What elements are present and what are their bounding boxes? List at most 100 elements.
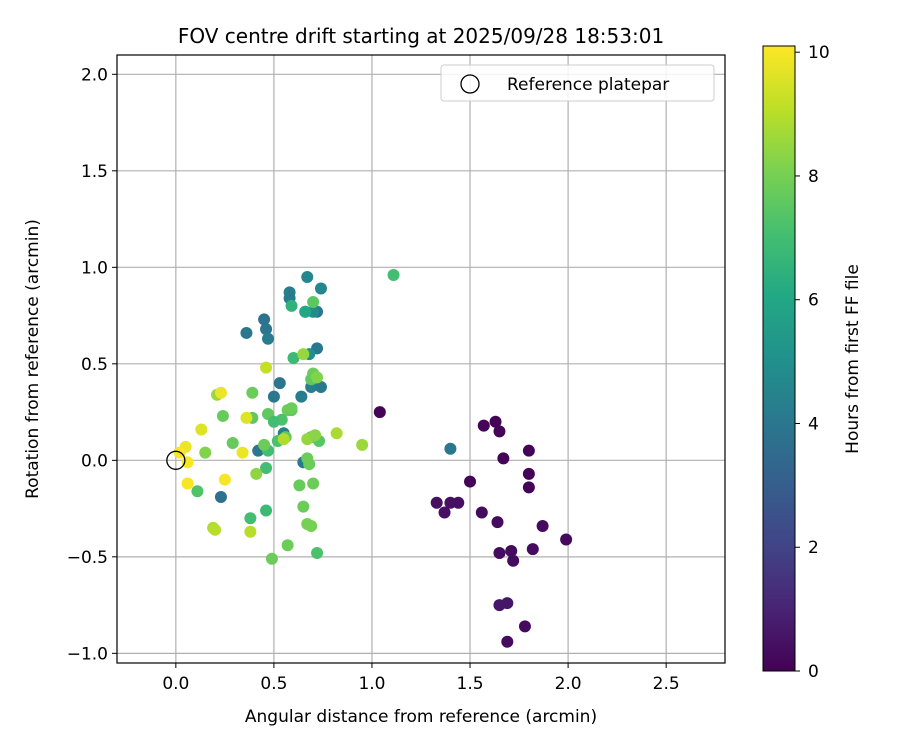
data-point — [501, 635, 514, 648]
data-point — [301, 270, 314, 283]
data-point — [199, 446, 212, 459]
data-point — [273, 377, 286, 390]
data-point — [507, 554, 520, 567]
colorbar-tick-label: 2 — [808, 538, 819, 558]
data-point — [258, 438, 271, 451]
data-point — [356, 438, 369, 451]
data-point — [244, 525, 257, 538]
legend-box — [440, 64, 715, 102]
data-point — [438, 506, 451, 519]
data-point — [218, 473, 231, 486]
data-point — [505, 545, 518, 558]
y-tick-label: 0.0 — [81, 451, 108, 471]
y-axis-label: Rotation from reference (arcmin) — [23, 219, 43, 499]
data-point — [191, 485, 204, 498]
y-tick-label: 1.0 — [81, 258, 108, 278]
data-point — [303, 458, 316, 471]
data-points — [173, 269, 573, 648]
chart-title: FOV centre drift starting at 2025/09/28 … — [178, 24, 664, 48]
data-point — [277, 433, 290, 446]
data-point — [216, 409, 229, 422]
data-point — [305, 519, 318, 532]
data-point — [475, 506, 488, 519]
data-point — [297, 348, 310, 361]
data-point — [226, 436, 239, 449]
legend-label: Reference platepar — [507, 75, 669, 95]
data-point — [536, 519, 549, 532]
data-point — [373, 406, 386, 419]
legend: Reference platepar — [440, 64, 715, 102]
x-axis-ticks: 0.0 0.5 1.0 1.5 2.0 2.5 — [162, 663, 680, 694]
data-point — [522, 444, 535, 457]
data-point — [293, 479, 306, 492]
data-point — [501, 597, 514, 610]
data-point — [285, 402, 298, 415]
data-point — [195, 423, 208, 436]
x-axis-label: Angular distance from reference (arcmin) — [245, 707, 597, 727]
data-point — [299, 305, 312, 318]
data-point — [518, 620, 531, 633]
data-point — [260, 504, 273, 517]
y-tick-label: 2.0 — [81, 65, 108, 85]
x-tick-label: 0.5 — [260, 674, 287, 694]
data-point — [307, 296, 320, 309]
data-point — [295, 390, 308, 403]
data-point — [181, 456, 194, 469]
colorbar-tick-label: 8 — [808, 167, 819, 187]
data-point — [444, 442, 457, 455]
data-point — [262, 332, 275, 345]
data-point — [311, 546, 324, 559]
data-point — [297, 500, 310, 513]
data-point — [214, 386, 227, 399]
data-point — [181, 477, 194, 490]
data-point — [477, 419, 490, 432]
data-point — [240, 326, 253, 339]
data-point — [287, 352, 300, 365]
data-point — [522, 481, 535, 494]
data-point — [240, 411, 253, 424]
grid — [117, 55, 725, 663]
data-point — [244, 512, 257, 525]
data-point — [214, 491, 227, 504]
data-point — [526, 543, 539, 556]
data-point — [497, 452, 510, 465]
data-point — [307, 477, 320, 490]
data-point — [267, 390, 280, 403]
data-point — [285, 299, 298, 312]
colorbar-label: Hours from first FF file — [843, 264, 863, 454]
data-point — [464, 475, 477, 488]
data-point — [430, 496, 443, 509]
colorbar-tick-label: 0 — [808, 662, 819, 682]
legend-marker-icon — [460, 74, 480, 94]
y-tick-label: −1.0 — [67, 644, 108, 664]
data-point — [260, 462, 273, 475]
y-tick-label: 1.5 — [81, 162, 108, 182]
data-point — [452, 496, 465, 509]
data-point — [267, 415, 280, 428]
data-point — [209, 523, 222, 536]
data-point — [387, 269, 400, 282]
x-tick-label: 1.5 — [457, 674, 484, 694]
data-point — [314, 380, 327, 393]
colorbar-ticks: 0 2 4 6 8 10 — [795, 43, 830, 682]
data-point — [236, 446, 249, 459]
colorbar-tick-label: 4 — [808, 414, 819, 434]
x-tick-label: 2.0 — [555, 674, 582, 694]
y-tick-label: 0.5 — [81, 355, 108, 375]
colorbar-tick-label: 10 — [808, 43, 830, 63]
data-point — [260, 323, 273, 336]
data-point — [309, 429, 322, 442]
data-point — [260, 361, 273, 374]
y-axis-ticks: −1.0 −0.5 0.0 0.5 1.0 1.5 2.0 — [67, 65, 117, 664]
data-point — [311, 371, 324, 384]
data-point — [522, 467, 535, 480]
reference-platepar-marker — [166, 450, 186, 470]
data-point — [491, 516, 504, 529]
y-tick-label: −0.5 — [67, 548, 108, 568]
data-point — [314, 282, 327, 295]
x-tick-label: 2.5 — [653, 674, 680, 694]
x-tick-label: 0.0 — [162, 674, 189, 694]
data-point — [493, 546, 506, 559]
